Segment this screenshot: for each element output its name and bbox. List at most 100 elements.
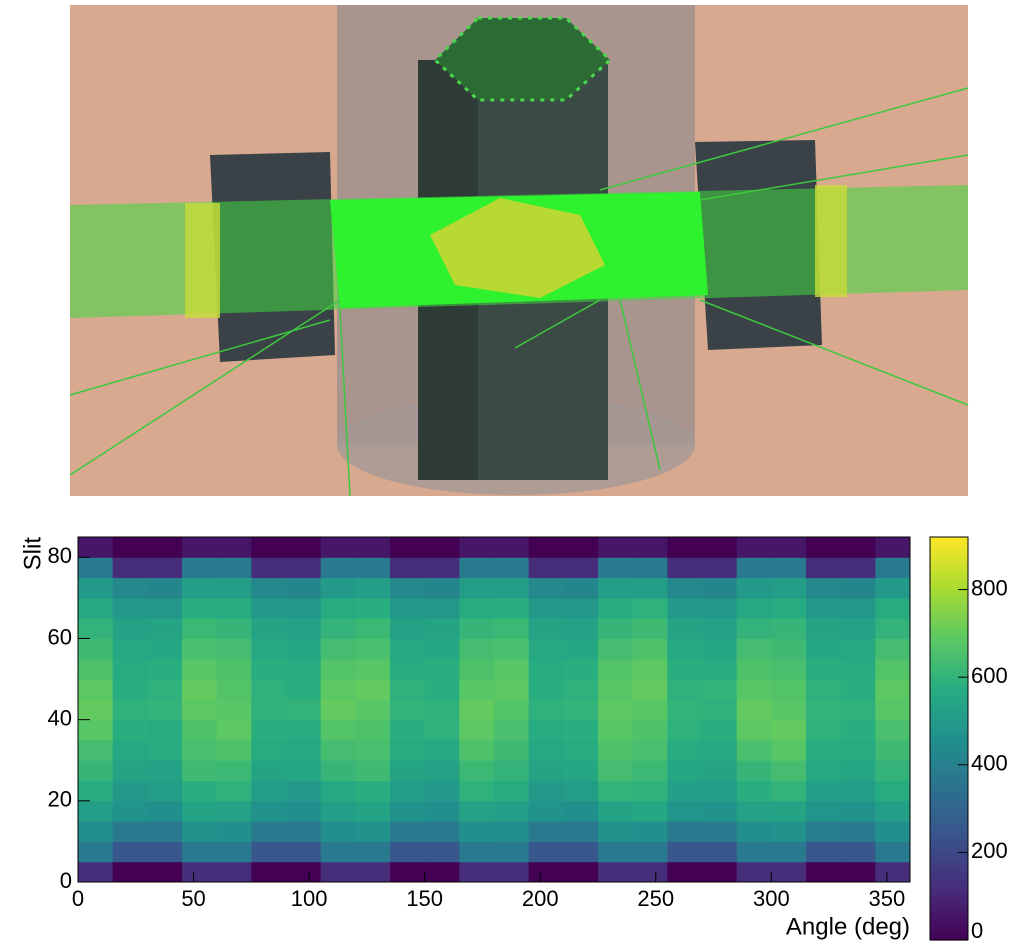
heatmap-cell <box>355 821 390 842</box>
heatmap-cell <box>529 598 564 619</box>
colorbar-segment <box>930 855 968 860</box>
heatmap-cell <box>217 679 252 700</box>
heatmap-cell <box>598 740 633 761</box>
heatmap-cell <box>355 618 390 639</box>
heatmap-cell <box>771 618 806 639</box>
heatmap-cell <box>355 760 390 781</box>
colorbar-segment <box>930 827 968 832</box>
heatmap-cell <box>771 638 806 659</box>
heatmap-cell <box>217 781 252 802</box>
colorbar-segment <box>930 835 968 840</box>
heatmap-cell <box>841 841 876 862</box>
heatmap-cell <box>113 578 148 599</box>
colorbar-segment <box>930 843 968 848</box>
heatmap-cell <box>702 760 737 781</box>
heatmap-cell <box>563 598 598 619</box>
heatmap-cell <box>702 598 737 619</box>
heatmap-cell <box>321 841 356 862</box>
heatmap-cell <box>355 699 390 720</box>
heatmap-cell <box>841 699 876 720</box>
heatmap-cell <box>702 557 737 578</box>
heatmap-cell <box>217 618 252 639</box>
heatmap-cell <box>771 781 806 802</box>
heatmap-cell <box>737 801 772 822</box>
heatmap-cell <box>806 821 841 842</box>
heatmap-cell <box>217 699 252 720</box>
heatmap-cell <box>425 760 460 781</box>
heatmap-cell <box>390 659 425 680</box>
heatmap-cell <box>321 781 356 802</box>
heatmap-cell <box>321 578 356 599</box>
colorbar-segment <box>930 795 968 800</box>
heatmap-cell <box>529 801 564 822</box>
colorbar-segment <box>930 904 968 909</box>
heatmap-cell <box>286 862 321 883</box>
heatmap-cell <box>667 821 702 842</box>
colorbar-segment <box>930 775 968 780</box>
heatmap-cell <box>875 760 910 781</box>
heatmap-cell <box>459 537 494 558</box>
heatmap-cell <box>494 557 529 578</box>
heatmap-cell <box>494 659 529 680</box>
heatmap-cell <box>494 841 529 862</box>
heatmap-cell <box>875 618 910 639</box>
colorbar-segment <box>930 730 968 735</box>
heatmap-cell <box>182 638 217 659</box>
colorbar-segment <box>930 565 968 570</box>
heatmap-cell <box>182 862 217 883</box>
heatmap-cell <box>182 679 217 700</box>
heatmap-cell <box>529 740 564 761</box>
heatmap-cell <box>217 821 252 842</box>
heatmap-cell <box>529 638 564 659</box>
heatmap-cell <box>251 740 286 761</box>
heatmap-cell <box>667 720 702 741</box>
heatmap-cell <box>113 659 148 680</box>
heatmap-cell <box>355 638 390 659</box>
heatmap-cell <box>875 781 910 802</box>
heatmap-cell <box>147 862 182 883</box>
heatmap-cell <box>78 760 113 781</box>
heatmap-cell <box>251 557 286 578</box>
heatmap-cell <box>563 699 598 720</box>
heatmap-cell <box>217 537 252 558</box>
heatmap-cell <box>667 578 702 599</box>
heatmap-cell <box>841 557 876 578</box>
heatmap-cell <box>217 720 252 741</box>
colorbar-segment <box>930 871 968 876</box>
heatmap-cell <box>286 537 321 558</box>
render-scene <box>70 5 968 496</box>
colorbar-segment <box>930 698 968 703</box>
colorbar-segment <box>930 630 968 635</box>
colorbar-segment <box>930 710 968 715</box>
heatmap-cell <box>113 801 148 822</box>
heatmap-cell <box>702 638 737 659</box>
heatmap-cell <box>633 679 668 700</box>
heatmap-cell <box>217 740 252 761</box>
heatmap-cell <box>633 638 668 659</box>
colorbar-segment <box>930 642 968 647</box>
colorbar-segment <box>930 803 968 808</box>
colorbar-segment <box>930 557 968 562</box>
colorbar-segment <box>930 819 968 824</box>
heatmap-cell <box>251 578 286 599</box>
colorbar-segment <box>930 541 968 546</box>
heatmap-cell <box>633 801 668 822</box>
heatmap-cell <box>806 679 841 700</box>
heatmap-cell <box>702 679 737 700</box>
heatmap-cell <box>355 862 390 883</box>
heatmap-cell <box>113 841 148 862</box>
heatmap-cell <box>459 821 494 842</box>
x-tick-label: 250 <box>637 886 674 911</box>
heatmap-cell <box>494 598 529 619</box>
heatmap-cell <box>563 781 598 802</box>
heatmap-cell <box>182 841 217 862</box>
heatmap-cell <box>182 740 217 761</box>
heatmap-cell <box>78 598 113 619</box>
heatmap-cell <box>425 801 460 822</box>
heatmap-cell <box>667 699 702 720</box>
heatmap-cell <box>633 659 668 680</box>
heatmap-cell <box>806 720 841 741</box>
heatmap-cell <box>113 781 148 802</box>
heatmap-cell <box>667 862 702 883</box>
heatmap-cell <box>286 679 321 700</box>
